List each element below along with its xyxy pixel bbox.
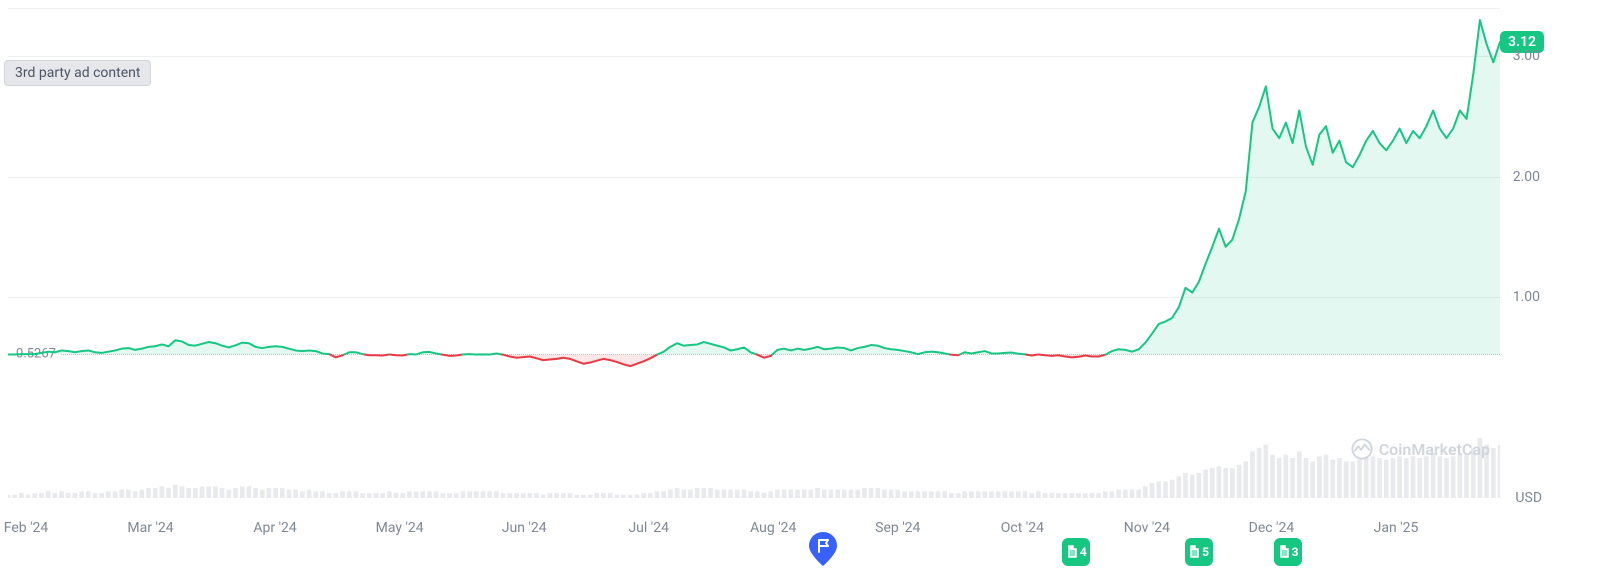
ad-content-label: 3rd party ad content	[15, 65, 140, 81]
currency-label: USD	[1515, 490, 1542, 506]
watermark: CoinMarketCap	[1351, 438, 1490, 460]
document-icon	[1278, 545, 1290, 559]
document-icon	[1066, 545, 1078, 559]
coinmarketcap-icon	[1351, 438, 1373, 460]
x-tick-label: Jul '24	[628, 520, 669, 536]
x-tick-label: Jun '24	[502, 520, 547, 536]
event-doc-marker[interactable]: 3	[1274, 538, 1302, 566]
x-axis: Feb '24Mar '24Apr '24May '24Jun '24Jul '…	[8, 516, 1500, 536]
document-icon	[1188, 545, 1200, 559]
event-markers: 4 5 3	[8, 536, 1500, 566]
event-doc-count: 5	[1202, 545, 1209, 559]
event-doc-count: 3	[1292, 545, 1299, 559]
watermark-text: CoinMarketCap	[1379, 440, 1490, 459]
x-tick-label: Feb '24	[4, 520, 49, 536]
line-plot	[8, 8, 1500, 498]
x-tick-label: Sep '24	[875, 520, 920, 536]
x-tick-label: Mar '24	[127, 520, 173, 536]
event-flag-marker[interactable]	[809, 532, 837, 566]
x-tick-label: Nov '24	[1124, 520, 1170, 536]
event-doc-marker[interactable]: 4	[1062, 538, 1090, 566]
x-tick-label: Oct '24	[1001, 520, 1044, 536]
y-tick-label: 3.00	[1500, 48, 1540, 64]
x-tick-label: Aug '24	[750, 520, 796, 536]
y-tick-label: 2.00	[1500, 169, 1540, 185]
ad-content-badge: 3rd party ad content	[4, 60, 151, 86]
x-tick-label: Apr '24	[253, 520, 296, 536]
y-tick-label: 1.00	[1500, 289, 1540, 305]
x-tick-label: May '24	[376, 520, 424, 536]
event-doc-count: 4	[1080, 545, 1087, 559]
flag-icon	[809, 532, 837, 566]
event-doc-marker[interactable]: 5	[1185, 538, 1213, 566]
x-tick-label: Jan '25	[1374, 520, 1419, 536]
x-tick-label: Dec '24	[1249, 520, 1295, 536]
volume-bars	[8, 438, 1500, 498]
price-chart[interactable]: 3rd party ad content 0.5267 3.12 USD Coi…	[0, 0, 1600, 586]
